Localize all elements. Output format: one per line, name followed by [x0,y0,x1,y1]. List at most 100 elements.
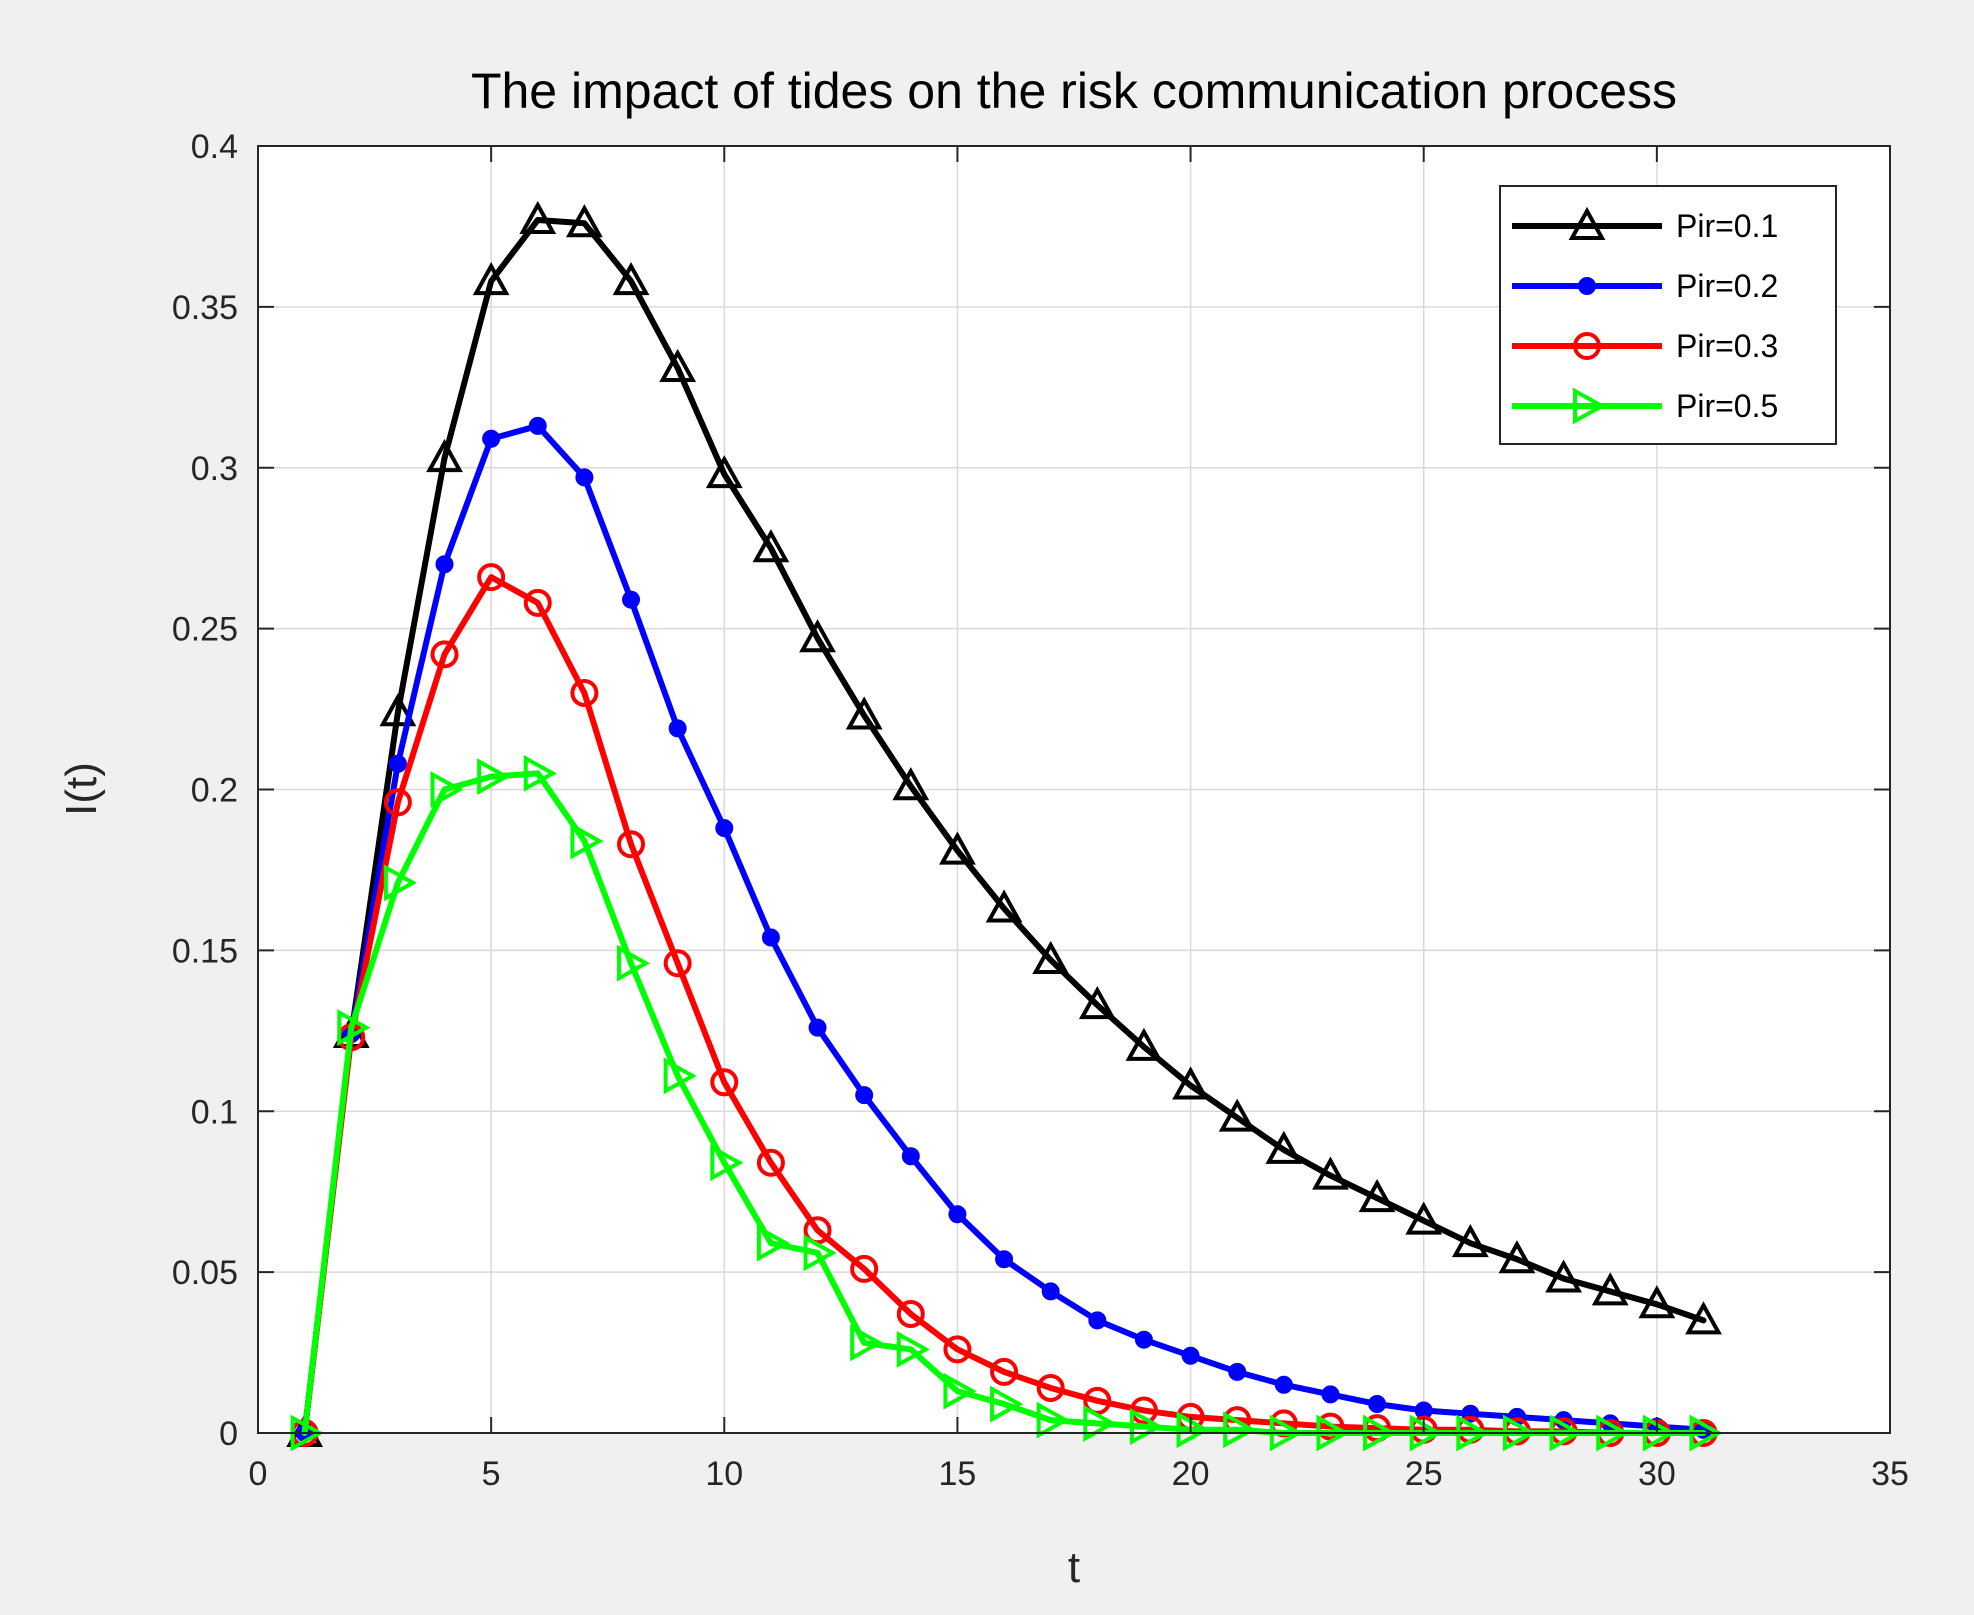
data-point [1129,1408,1164,1445]
data-point [855,1086,874,1105]
data-point [752,529,790,563]
data-point [1312,1156,1349,1190]
data-point [1368,1395,1387,1414]
legend-marker [1578,277,1596,295]
data-point [1545,1259,1582,1293]
data-point [663,1057,697,1095]
y-tick-label: 0.2 [191,772,238,810]
data-point [1041,1282,1060,1301]
legend-label: Pir=0.1 [1676,208,1778,244]
y-tick-label: 0.05 [172,1254,238,1292]
data-point [756,1148,785,1177]
data-point [710,1068,739,1097]
data-point [896,1299,925,1328]
data-point [528,416,547,435]
legend-label: Pir=0.2 [1676,268,1778,304]
chart-title: The impact of tides on the risk communic… [471,63,1677,119]
data-point [570,822,604,860]
data-point [1358,1179,1396,1213]
y-axis-title: I(t) [57,762,106,816]
data-point [472,262,510,296]
x-tick-label: 25 [1405,1455,1443,1493]
data-point [612,262,650,296]
data-point [383,788,412,817]
data-point [477,563,506,592]
series-line [301,574,1707,1436]
data-point [990,1385,1024,1423]
data-point [803,1234,837,1272]
data-point [1181,1346,1200,1365]
data-point [850,1254,879,1283]
x-tick-label: 20 [1172,1455,1210,1493]
data-point [1274,1375,1293,1394]
data-point [808,1018,827,1037]
data-point [1176,1411,1210,1449]
data-point [1218,1098,1256,1132]
data-point [1591,1272,1629,1306]
data-point [995,1250,1014,1269]
data-point [756,1224,791,1262]
data-point [948,1205,967,1224]
data-point [1078,985,1116,1020]
legend-marker [1568,206,1606,240]
data-point [477,758,511,796]
data-point [892,767,930,801]
data-point [435,555,454,574]
legend: Pir=0.1 Pir=0.2 Pir=0.3 Pir=0.5 [1499,185,1837,445]
data-point [943,1372,977,1410]
legend-item: Pir=0.5 [1512,387,1778,425]
data-point [1032,940,1070,975]
series-line [301,217,1707,1436]
legend-marker [1573,332,1601,360]
legend-item: Pir=0.1 [1512,206,1778,244]
data-point [622,590,641,609]
data-point [1638,1285,1676,1319]
data-point [617,830,646,859]
data-point [705,455,743,489]
legend-item: Pir=0.3 [1512,328,1778,364]
x-tick-label: 5 [482,1455,501,1493]
data-point [668,719,687,738]
legend-marker [1573,387,1607,425]
data-point [575,468,594,487]
data-point [523,755,557,792]
x-tick-label: 15 [939,1455,977,1493]
y-tick-label: 0 [219,1415,238,1453]
data-point [1685,1301,1722,1335]
data-point [761,928,780,947]
data-point [659,348,697,383]
data-point [1321,1385,1340,1404]
data-point [523,588,552,617]
data-point [379,693,417,727]
y-tick-label: 0.35 [172,289,238,327]
data-point [896,1330,930,1368]
legend-item: Pir=0.2 [1512,268,1778,304]
data-point [663,949,692,978]
data-point [1134,1330,1153,1349]
data-point [1036,1373,1065,1402]
data-point [943,1335,972,1364]
data-point [566,204,603,238]
y-tick-label: 0.4 [191,128,238,166]
data-point [1036,1401,1070,1439]
x-tick-label: 35 [1871,1455,1909,1493]
data-point [1451,1224,1489,1258]
y-tick-label: 0.3 [191,450,238,488]
x-tick-label: 10 [705,1455,743,1493]
data-point [1172,1066,1209,1100]
y-tick-label: 0.15 [172,932,238,970]
data-point [715,819,734,838]
data-point [426,438,463,473]
data-point [1125,1027,1163,1061]
legend-label: Pir=0.3 [1676,328,1778,364]
data-point [617,944,651,982]
data-point [901,1147,920,1166]
data-point [337,1009,371,1046]
x-axis-title: t [1068,1543,1080,1592]
data-point [799,619,836,653]
data-point [388,754,407,773]
data-point [430,640,459,669]
data-point [845,696,883,730]
